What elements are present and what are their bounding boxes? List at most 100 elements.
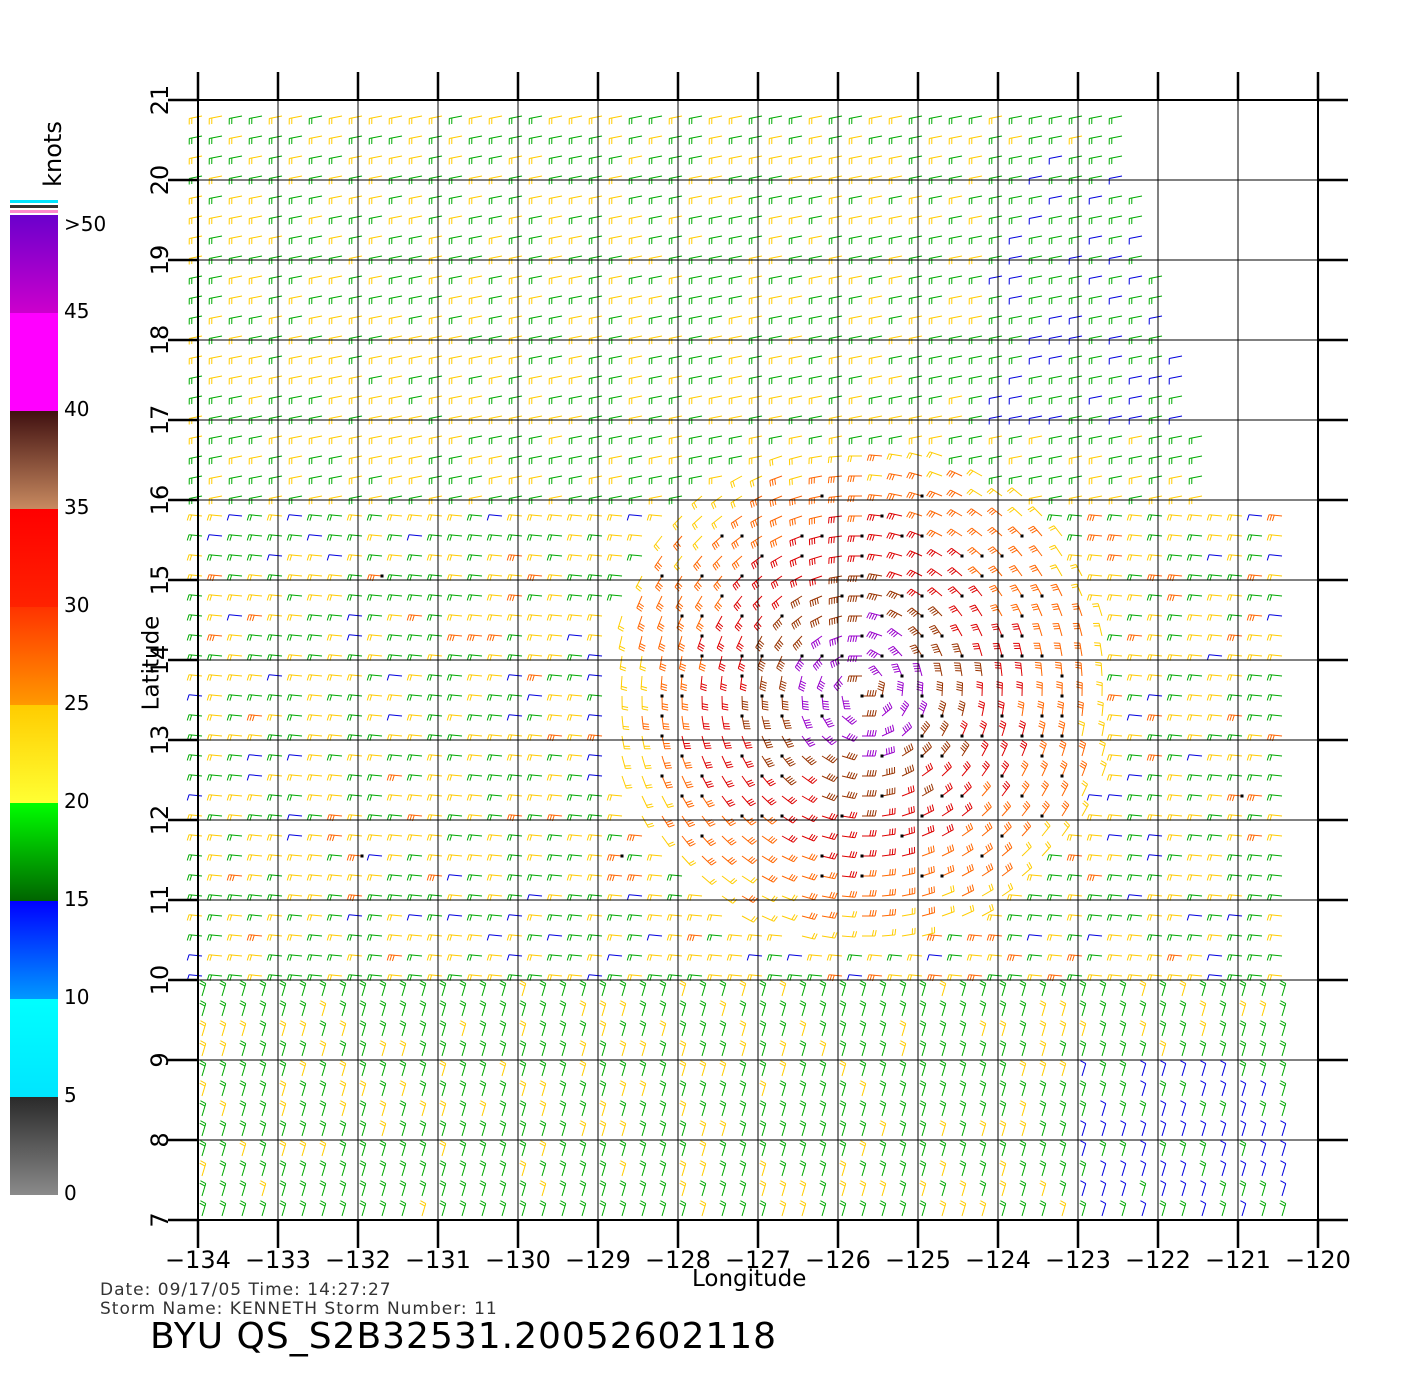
wind-barb: [729, 116, 742, 125]
wind-barb: [1220, 1081, 1225, 1096]
wind-barb: [1160, 1201, 1166, 1216]
wind-barb: [921, 721, 930, 737]
wind-barb: [569, 136, 582, 145]
wind-barb: [1260, 1181, 1266, 1196]
wind-barb: [1207, 555, 1222, 561]
wind-barb: [989, 236, 1002, 245]
wind-barb: [920, 1101, 926, 1116]
wind-barb: [269, 156, 282, 165]
wind-barb: [789, 116, 802, 125]
wind-barb: [349, 216, 362, 225]
wind-barb: [789, 196, 802, 205]
colorbar-tick-label: 45: [64, 299, 89, 323]
wind-barb: [227, 715, 242, 721]
wind-barb: [609, 376, 622, 385]
wind-barb: [1040, 761, 1047, 776]
wind-barb: [809, 356, 822, 365]
wind-barb: [1180, 1021, 1186, 1036]
wind-barb: [820, 1141, 826, 1156]
wind-barb: [640, 1001, 646, 1016]
wind-barb: [200, 1001, 206, 1016]
wind-barb: [907, 570, 922, 577]
wind-barb: [961, 782, 972, 798]
wind-barb: [527, 915, 542, 921]
wind-barb: [460, 1101, 466, 1116]
wind-barb: [907, 453, 922, 459]
wind-barb: [309, 456, 322, 465]
wind-barb: [1029, 116, 1042, 125]
wind-barb: [307, 535, 322, 541]
wind-barb: [929, 436, 942, 445]
wind-barb: [1247, 515, 1262, 521]
wind-barb: [820, 1101, 826, 1116]
date-time-line: Date: 09/17/05 Time: 14:27:27: [100, 1280, 392, 1300]
wind-barb: [200, 1121, 206, 1136]
wind-barb: [1200, 1121, 1205, 1136]
wind-barb: [309, 476, 322, 485]
wind-barb: [347, 855, 363, 861]
wind-barb: [480, 1141, 486, 1156]
wind-barb: [989, 296, 1002, 305]
wind-barb: [1167, 675, 1182, 681]
wind-barb: [829, 276, 842, 285]
wind-barb: [1056, 682, 1063, 698]
wind-barb: [407, 635, 422, 641]
wind-barb: [1109, 136, 1122, 145]
wind-barb: [449, 276, 462, 285]
wind-barb: [380, 1001, 386, 1016]
wind-barb: [240, 1041, 246, 1056]
wind-barb: [1107, 875, 1122, 881]
wind-barb: [1147, 515, 1162, 521]
wind-barb: [862, 710, 876, 716]
wind-barb: [1049, 136, 1062, 145]
wind-barb: [830, 636, 842, 646]
colorbar-tick-label: 20: [64, 789, 89, 813]
wind-barb: [1240, 1201, 1245, 1216]
wind-barb: [527, 555, 542, 561]
wind-barb: [1087, 555, 1102, 561]
wind-barb: [802, 834, 817, 841]
wind-barb: [682, 776, 693, 788]
wind-barb: [407, 835, 422, 841]
wind-barb: [1060, 1121, 1066, 1136]
wind-barb: [369, 296, 382, 305]
wind-barb: [320, 1181, 326, 1196]
wind-barb: [1240, 981, 1246, 996]
wind-barb: [527, 955, 542, 961]
wind-barb: [1267, 515, 1282, 521]
wind-barb: [1072, 604, 1082, 616]
wind-barb: [1027, 915, 1042, 921]
wind-barb: [1149, 456, 1162, 465]
wind-barb: [809, 216, 822, 225]
wind-barb: [1129, 196, 1142, 205]
wind-barb: [349, 116, 362, 125]
wind-barb: [187, 695, 202, 701]
wind-barb: [913, 663, 922, 676]
wind-barb: [447, 695, 462, 701]
wind-barb: [749, 436, 762, 445]
wind-barb: [1169, 396, 1182, 405]
wind-barb: [300, 1121, 306, 1136]
wind-barb: [867, 515, 883, 521]
wind-barb: [567, 595, 582, 601]
wind-barb: [729, 276, 742, 285]
wind-barb: [1029, 565, 1042, 576]
wind-barb: [489, 356, 502, 365]
wind-barb: [1127, 795, 1142, 801]
wind-barb: [229, 276, 242, 285]
wind-barb: [409, 436, 422, 445]
wind-barb: [329, 456, 342, 465]
wind-barb: [1129, 376, 1142, 385]
wind-barb: [1240, 1001, 1246, 1016]
wind-barb: [822, 892, 837, 899]
colorbar-tick-label: 25: [64, 691, 89, 715]
wind-barb: [267, 695, 282, 701]
wind-barb: [696, 615, 703, 632]
wind-barb: [820, 1001, 826, 1016]
wind-barb: [640, 1201, 646, 1216]
wind-barb: [220, 1061, 226, 1076]
wind-barb: [480, 1081, 486, 1096]
wind-barb: [770, 476, 782, 486]
wind-barb: [740, 1061, 746, 1076]
wind-barb: [1069, 396, 1082, 405]
